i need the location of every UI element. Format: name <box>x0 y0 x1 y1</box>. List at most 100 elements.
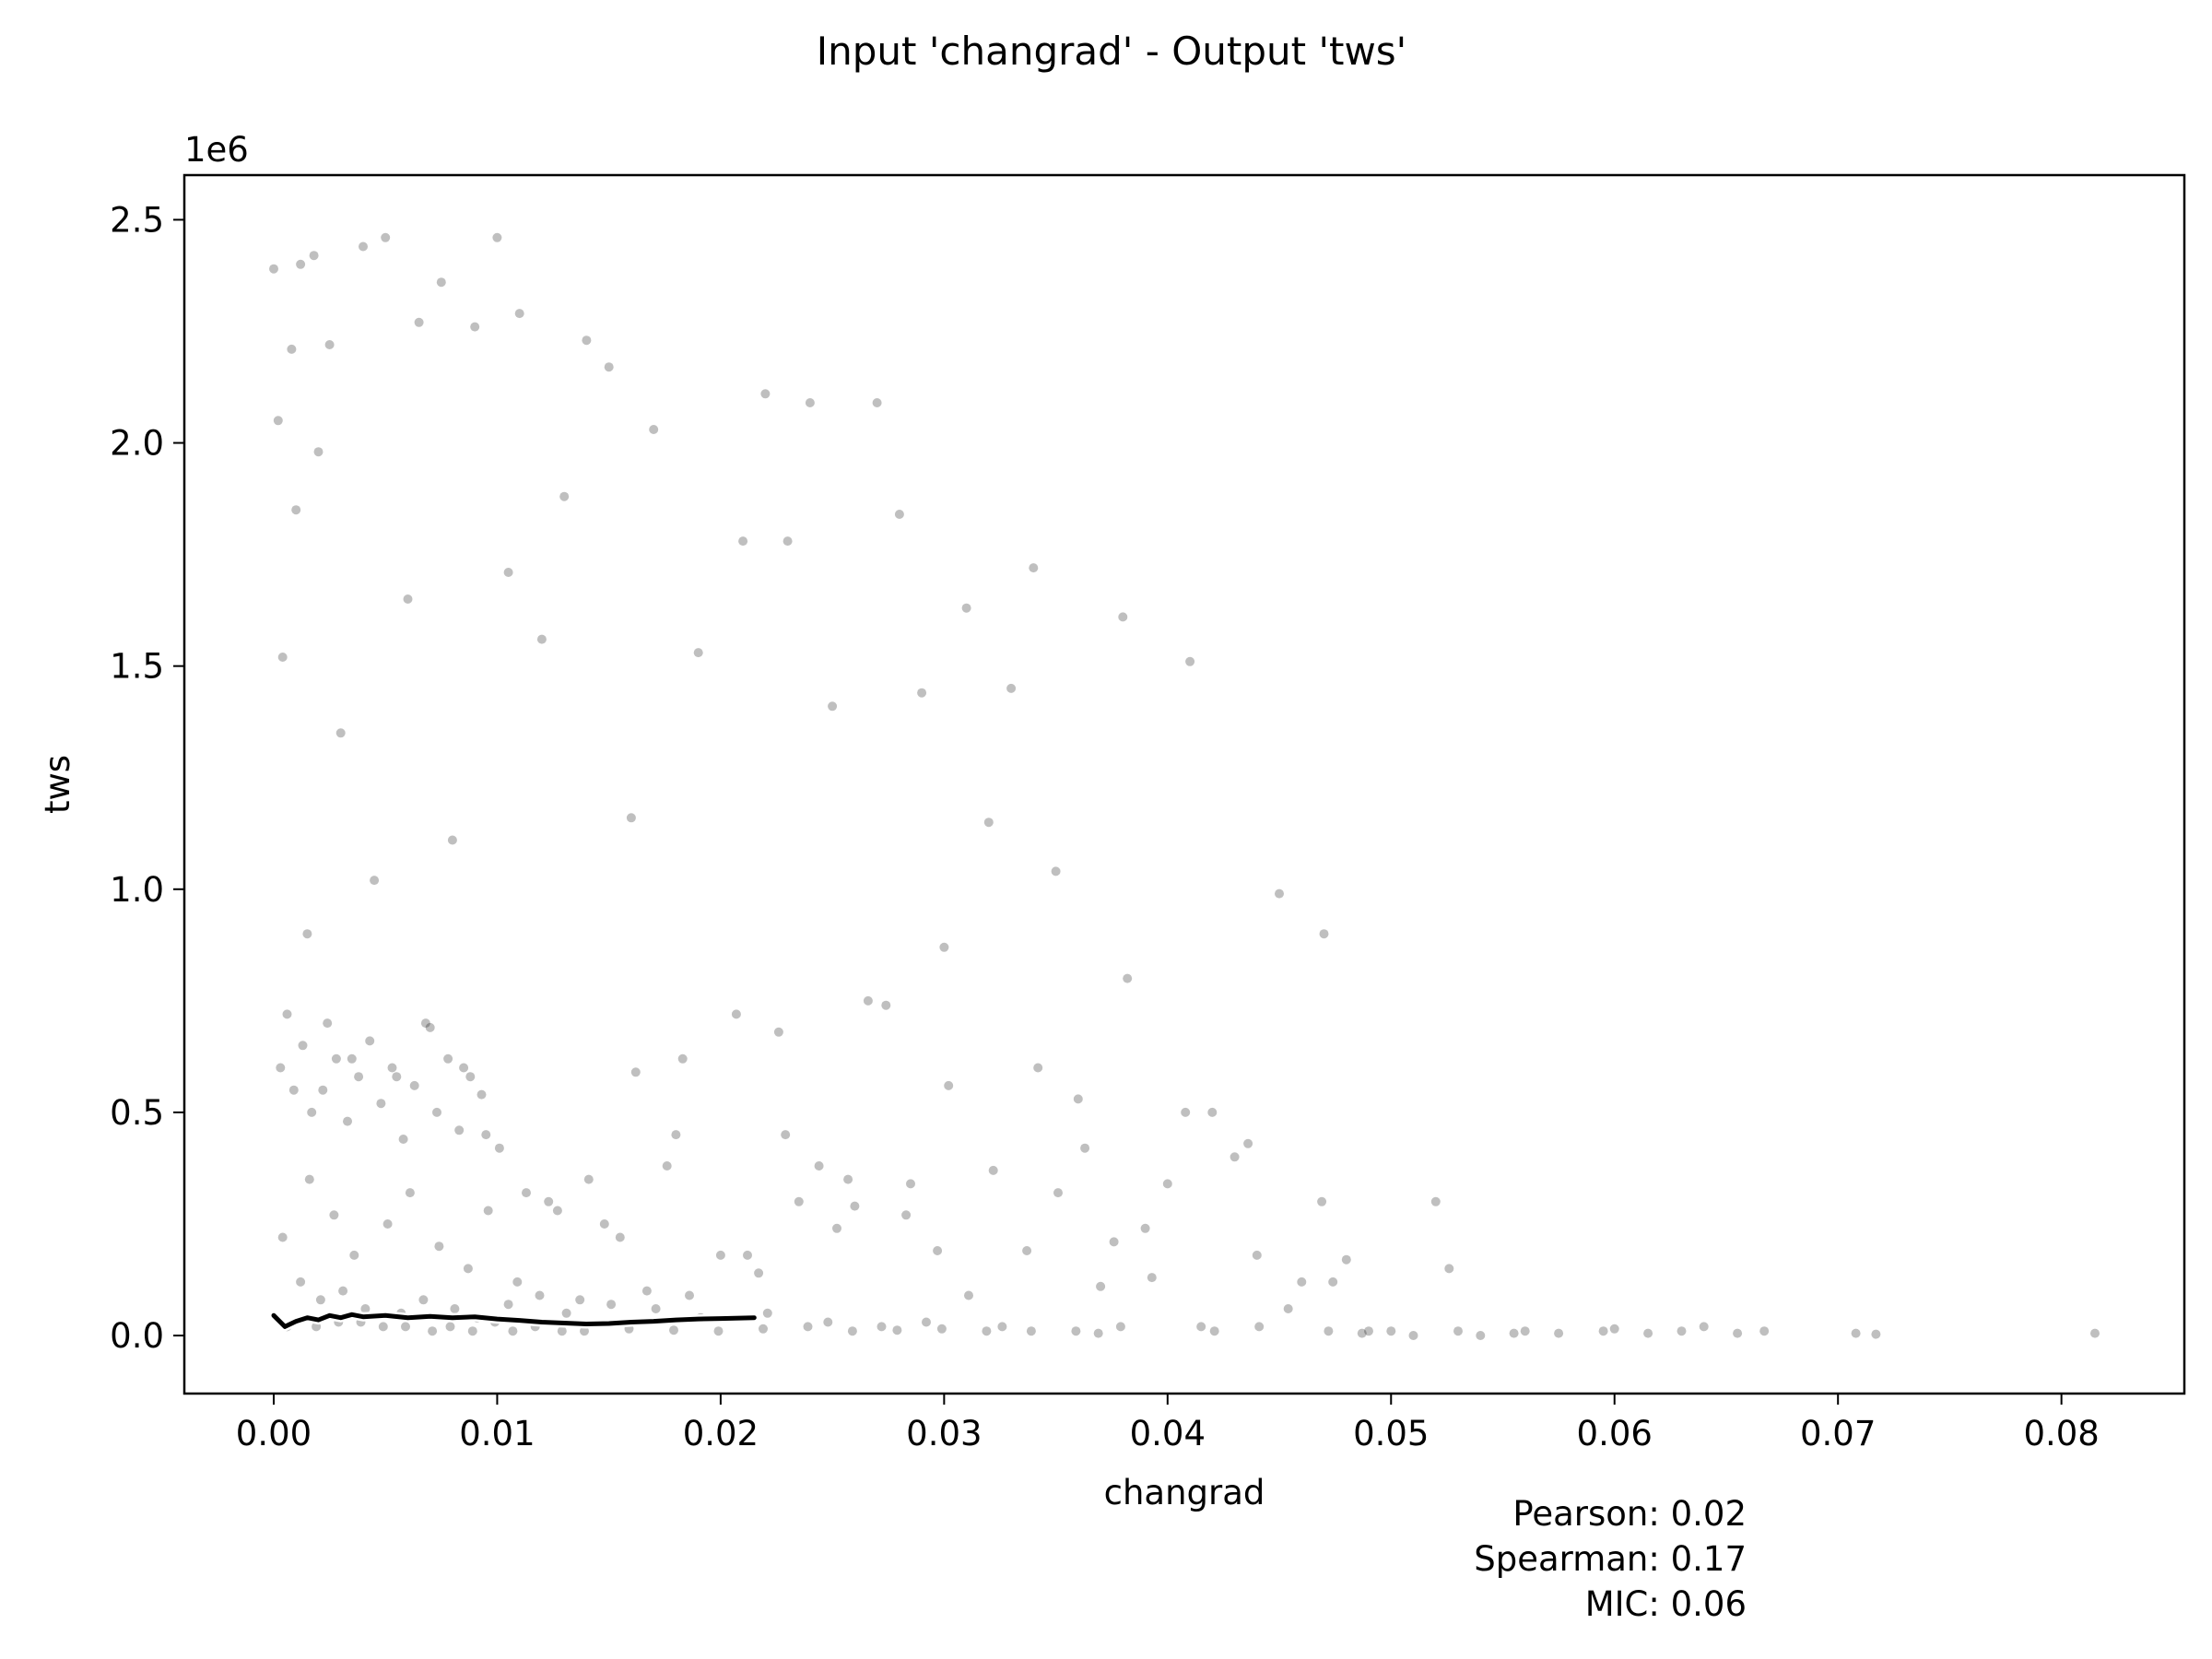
x-tick-label: 0.01 <box>459 1414 535 1453</box>
data-point <box>1207 1107 1218 1117</box>
y-tick-label: 2.5 <box>110 200 164 240</box>
data-point <box>508 1326 518 1336</box>
data-point <box>877 1322 887 1332</box>
data-point <box>535 1290 545 1300</box>
data-point <box>467 1326 477 1336</box>
data-point <box>754 1268 764 1278</box>
data-point <box>649 425 659 434</box>
data-point <box>296 259 306 269</box>
data-point <box>685 1290 694 1300</box>
data-point <box>1109 1237 1119 1247</box>
data-point <box>814 1161 824 1171</box>
data-point <box>1324 1326 1334 1336</box>
data-point <box>1677 1326 1687 1336</box>
data-point <box>894 510 904 519</box>
data-point <box>536 634 547 644</box>
data-point <box>323 1018 333 1029</box>
data-point <box>1071 1326 1081 1336</box>
x-tick-label: 0.03 <box>906 1414 982 1453</box>
x-tick-label: 0.06 <box>1577 1414 1653 1453</box>
y-offset-label: 1e6 <box>184 130 249 170</box>
data-point <box>454 1125 465 1135</box>
data-point <box>492 232 502 242</box>
y-axis-label: tws <box>38 755 77 814</box>
data-point <box>465 1072 476 1082</box>
data-point <box>939 942 949 952</box>
data-point <box>503 1300 513 1310</box>
data-point <box>832 1223 841 1233</box>
plot-area <box>269 232 2100 1340</box>
x-axis-label: changrad <box>1104 1473 1265 1512</box>
data-point <box>335 728 346 738</box>
data-point <box>828 701 838 712</box>
mic-stat: MIC: 0.06 <box>1584 1584 1747 1624</box>
data-point <box>313 447 324 457</box>
data-point <box>677 1053 688 1064</box>
data-point <box>1254 1322 1265 1332</box>
data-point <box>276 1063 286 1073</box>
data-point <box>1033 1063 1043 1073</box>
data-point <box>713 1326 724 1336</box>
data-point <box>1733 1328 1743 1338</box>
data-point <box>1209 1326 1219 1336</box>
data-point <box>604 362 614 372</box>
chart-title: Input 'changrad' - Output 'tws' <box>817 29 1406 74</box>
data-point <box>287 344 297 354</box>
data-point <box>338 1286 348 1296</box>
data-point <box>347 1053 357 1064</box>
data-point <box>1328 1277 1338 1287</box>
data-point <box>1509 1328 1519 1338</box>
x-tick-label: 0.08 <box>2023 1414 2099 1453</box>
data-point <box>651 1304 661 1313</box>
y-tick-label: 0.5 <box>110 1093 164 1133</box>
data-point <box>432 1107 441 1117</box>
data-point <box>273 416 283 426</box>
x-tick-label: 0.00 <box>236 1414 312 1453</box>
data-point <box>445 1322 455 1332</box>
data-point <box>823 1317 833 1327</box>
data-point <box>997 1322 1007 1332</box>
data-point <box>762 1308 772 1318</box>
data-point <box>715 1250 725 1260</box>
x-axis: 0.00 0.01 0.02 0.03 0.04 0.05 0.06 0.07 0.08 <box>236 1394 2100 1453</box>
data-point <box>436 277 446 288</box>
pearson-stat: Pearson: 0.02 <box>1512 1494 1747 1534</box>
data-point <box>922 1317 931 1327</box>
data-point <box>662 1161 672 1171</box>
y-tick-label: 1.0 <box>110 870 164 910</box>
data-point <box>1283 1304 1293 1313</box>
data-point <box>503 568 513 577</box>
data-point <box>409 1080 419 1090</box>
data-point <box>477 1089 487 1100</box>
data-point <box>522 1188 531 1198</box>
data-point <box>315 1295 325 1305</box>
data-point <box>872 398 882 407</box>
data-point <box>1181 1107 1191 1117</box>
data-point <box>1022 1246 1032 1255</box>
data-point <box>731 1009 741 1019</box>
data-point <box>557 1326 567 1336</box>
axes-frame <box>182 173 2186 1395</box>
data-point <box>983 818 994 828</box>
data-point <box>805 398 815 407</box>
data-point <box>1118 612 1128 622</box>
data-point <box>381 232 391 242</box>
data-point <box>847 1326 857 1336</box>
data-point <box>1609 1324 1619 1334</box>
data-point <box>917 688 927 698</box>
data-point <box>277 653 288 662</box>
data-point <box>781 1130 791 1140</box>
data-point <box>1297 1277 1307 1287</box>
data-point <box>599 1219 609 1229</box>
data-point <box>307 1107 317 1117</box>
data-point <box>580 1326 589 1336</box>
data-point <box>414 317 424 327</box>
x-tick-label: 0.05 <box>1353 1414 1429 1453</box>
data-point <box>425 1022 435 1032</box>
data-point <box>1230 1152 1240 1162</box>
data-point <box>988 1165 998 1175</box>
data-point <box>1851 1328 1861 1338</box>
data-point <box>944 1080 954 1090</box>
data-point <box>376 1099 386 1109</box>
x-tick-label: 0.04 <box>1130 1414 1206 1453</box>
